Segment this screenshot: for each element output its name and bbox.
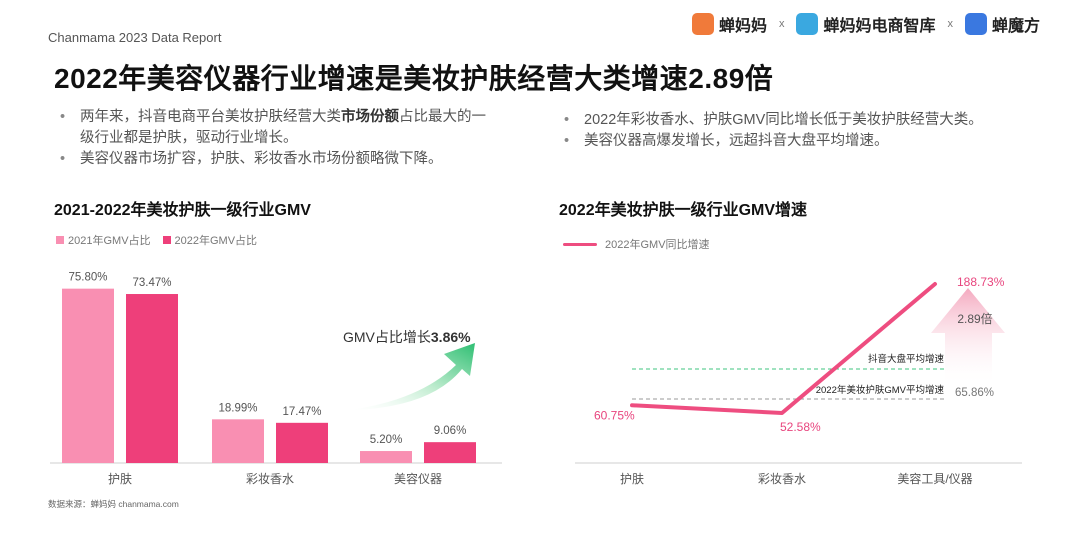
legend-label-2022: 2022年GMV占比 [174, 235, 258, 247]
bar-2022 [276, 422, 328, 463]
bar-2021 [62, 288, 114, 463]
reference-value-beauty: 65.86% [955, 387, 994, 399]
bar-category-label: 护肤 [108, 471, 132, 486]
legend-swatch-2021 [56, 236, 64, 244]
chanmama-think-tank-logo: 蝉妈妈电商智库 [796, 12, 935, 36]
line-category-label: 护肤 [620, 471, 644, 486]
report-title: Chanmama 2023 Data Report [48, 30, 222, 45]
bar-value-label: 5.20% [370, 434, 403, 446]
bar-2021 [360, 451, 412, 463]
chanmama-logo-icon [691, 13, 714, 35]
bullet-item: 美容仪器市场扩容，护肤、彩妆香水市场份额略微下降。 [54, 149, 494, 170]
bar-chart-title: 2021-2022年美妆护肤一级行业GMV [54, 202, 311, 219]
bullets-right: 2022年彩妆香水、护肤GMV同比增长低于美妆护肤经营大类。 美容仪器高爆发增长… [558, 110, 1018, 152]
think-tank-logo-icon [796, 13, 819, 35]
chanmofang-logo-text: 蝉魔方 [991, 18, 1040, 35]
bullet-item: 美容仪器高爆发增长，远超抖音大盘平均增速。 [558, 131, 1018, 152]
bar-2022 [424, 442, 476, 463]
bar-value-label: 75.80% [68, 272, 107, 284]
line-value-label: 60.75% [594, 408, 635, 422]
legend-swatch-2022 [162, 236, 171, 244]
line-chart: 护肤 彩妆香水 美容工具/仪器 抖音大盘平均增速 2022年美妆护肤GMV平均增速 65.… [575, 275, 1022, 486]
bar-2021 [212, 419, 264, 463]
bullet-item: 2022年彩妆香水、护肤GMV同比增长低于美妆护肤经营大类。 [558, 110, 1018, 131]
line-value-label: 188.73% [957, 275, 1005, 289]
reference-label-market: 抖音大盘平均增速 [868, 353, 945, 365]
legend-line-swatch [563, 242, 597, 246]
brand-logos: 蝉妈妈 x 蝉妈妈电商智库 x 蝉魔方 [691, 12, 1040, 36]
bar-value-label: 73.47% [132, 277, 171, 289]
multiplier-label: 2.89倍 [957, 311, 992, 326]
bar-value-label: 18.99% [218, 402, 257, 414]
bar-category-label: 美容仪器 [394, 471, 442, 486]
data-source: 数据来源：蝉妈妈 chanmama.com [48, 499, 179, 509]
bar-value-label: 17.47% [282, 406, 321, 418]
growth-annotation-prefix: GMV占比增长 [343, 329, 431, 345]
line-legend: 2022年GMV同比增速 [563, 236, 710, 252]
bar-category-label: 彩妆香水 [246, 472, 294, 486]
growth-arrow-icon [350, 343, 475, 410]
chanmama-logo: 蝉妈妈 [691, 12, 767, 36]
growth-series-line [630, 282, 937, 415]
multiplier-arrow-icon [931, 288, 1005, 383]
page-title: 2022年美容仪器行业增速是美妆护肤经营大类增速2.89倍 [54, 63, 774, 94]
growth-annotation-value: 3.86% [431, 329, 471, 345]
chanmofang-logo-icon [964, 13, 987, 35]
bullets-left: 两年来，抖音电商平台美妆护肤经营大类市场份额占比最大的一级行业都是护肤，驱动行业… [54, 107, 494, 170]
bar-2022 [126, 294, 178, 463]
bar-legend: 2021年GMV占比 2022年GMV占比 [56, 232, 257, 248]
think-tank-logo-text: 蝉妈妈电商智库 [823, 18, 936, 35]
growth-annotation: GMV占比增长3.86% [343, 329, 471, 345]
bar-value-label: 9.06% [434, 425, 467, 437]
bar-chart: 75.80% 73.47% 护肤 18.99% 17.47% 彩妆香水 5.20% 9.06%… [50, 272, 502, 486]
line-value-label: 52.58% [780, 420, 821, 434]
logo-separator: x [778, 18, 785, 30]
reference-label-beauty: 2022年美妆护肤GMV平均增速 [816, 384, 945, 396]
bullet-item: 两年来，抖音电商平台美妆护肤经营大类市场份额占比最大的一级行业都是护肤，驱动行业… [54, 107, 494, 149]
chanmama-logo-text: 蝉妈妈 [718, 18, 767, 35]
legend-label-growth: 2022年GMV同比增速 [605, 239, 710, 251]
legend-label-2021: 2021年GMV占比 [68, 235, 151, 247]
logo-separator: x [947, 18, 953, 30]
line-chart-title: 2022年美妆护肤一级行业GMV增速 [559, 202, 808, 219]
line-category-label: 美容工具/仪器 [897, 471, 972, 486]
chanmofang-logo: 蝉魔方 [964, 12, 1040, 36]
highlight-text: 市场份额 [341, 109, 399, 125]
line-category-label: 彩妆香水 [758, 472, 806, 486]
